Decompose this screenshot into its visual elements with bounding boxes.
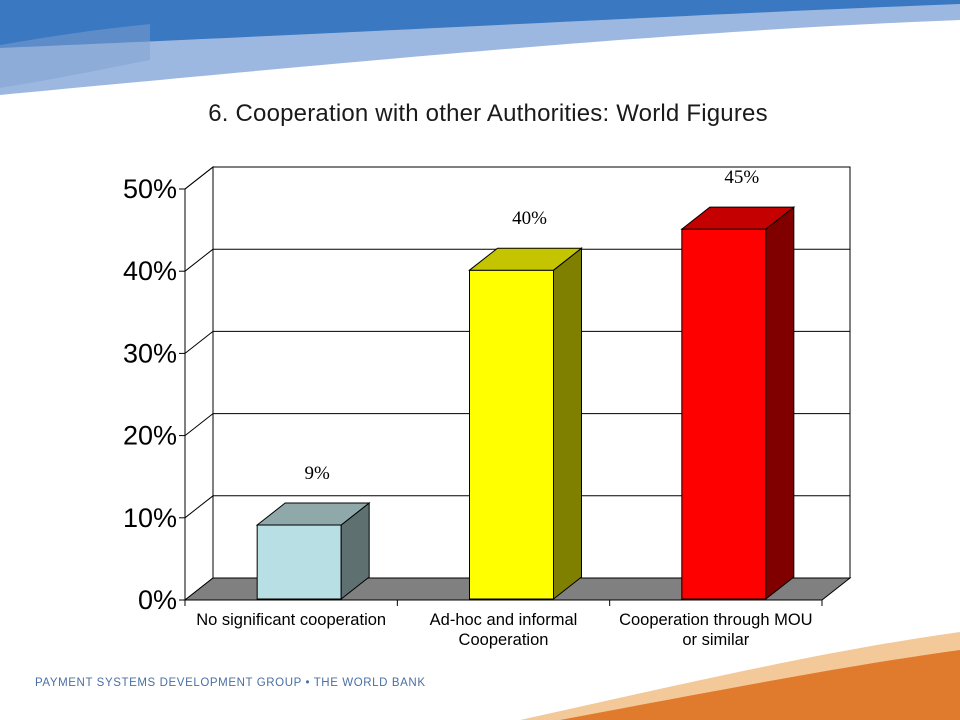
x-category-label: Cooperation through MOU: [619, 611, 813, 629]
bar-top: [680, 206, 796, 230]
x-category-label: Ad-hoc and informal: [430, 611, 578, 629]
bar-top: [468, 247, 583, 271]
chart-y-ticks: 0% 10% 20% 30% 40% 50%: [123, 174, 185, 615]
data-label: 45%: [724, 167, 759, 188]
x-category-label: No significant cooperation: [196, 611, 386, 629]
bar-0: [255, 501, 371, 601]
gridline-side: [184, 331, 214, 354]
footer-swoosh: [520, 632, 960, 720]
gridline-side: [184, 248, 214, 272]
x-category-label: or similar: [682, 631, 749, 649]
y-tick-label: 20%: [123, 421, 177, 451]
y-tick-label: 10%: [123, 503, 177, 533]
header-banner: [0, 0, 960, 95]
bar-1: [468, 247, 583, 601]
gridline-side: [184, 166, 214, 190]
bar-front: [681, 228, 767, 600]
chart-data-labels: 9% 40% 45%: [305, 167, 760, 484]
bar-top: [255, 502, 371, 526]
x-category-label: Cooperation: [459, 631, 549, 649]
y-tick-label: 0%: [138, 585, 177, 615]
y-tick-label: 40%: [123, 256, 177, 286]
bar-side: [765, 206, 795, 601]
bar-2: [680, 206, 796, 601]
chart-x-categories: No significant cooperation Ad-hoc and inf…: [184, 600, 823, 649]
data-label: 9%: [305, 463, 331, 484]
bar-front: [469, 269, 554, 600]
banner-map-shade: [0, 24, 150, 88]
bar-side: [553, 247, 582, 601]
chart-bars: [255, 206, 796, 601]
chart-side-wall: [184, 165, 214, 602]
y-tick-label: 30%: [123, 338, 177, 368]
swoosh-orange: [560, 650, 960, 720]
banner-dark-band: [0, 0, 960, 48]
gridline-side: [184, 413, 214, 436]
slide-title: 6. Cooperation with other Authorities: W…: [208, 100, 768, 127]
bar-front: [256, 524, 342, 600]
gridline-side: [184, 495, 214, 519]
data-label: 40%: [512, 208, 547, 229]
y-tick-label: 50%: [123, 174, 177, 204]
footer-caption: PAYMENT SYSTEMS DEVELOPMENT GROUP • THE …: [35, 677, 426, 689]
